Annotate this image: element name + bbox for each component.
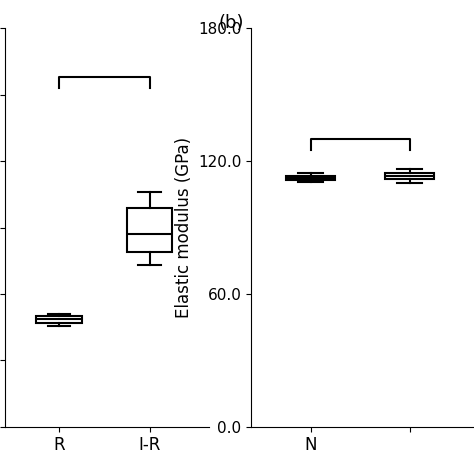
- PathPatch shape: [36, 316, 82, 323]
- PathPatch shape: [127, 208, 173, 252]
- Text: (b): (b): [218, 14, 244, 32]
- PathPatch shape: [286, 176, 336, 180]
- PathPatch shape: [385, 173, 434, 179]
- Y-axis label: Elastic modulus (GPa): Elastic modulus (GPa): [174, 137, 192, 318]
